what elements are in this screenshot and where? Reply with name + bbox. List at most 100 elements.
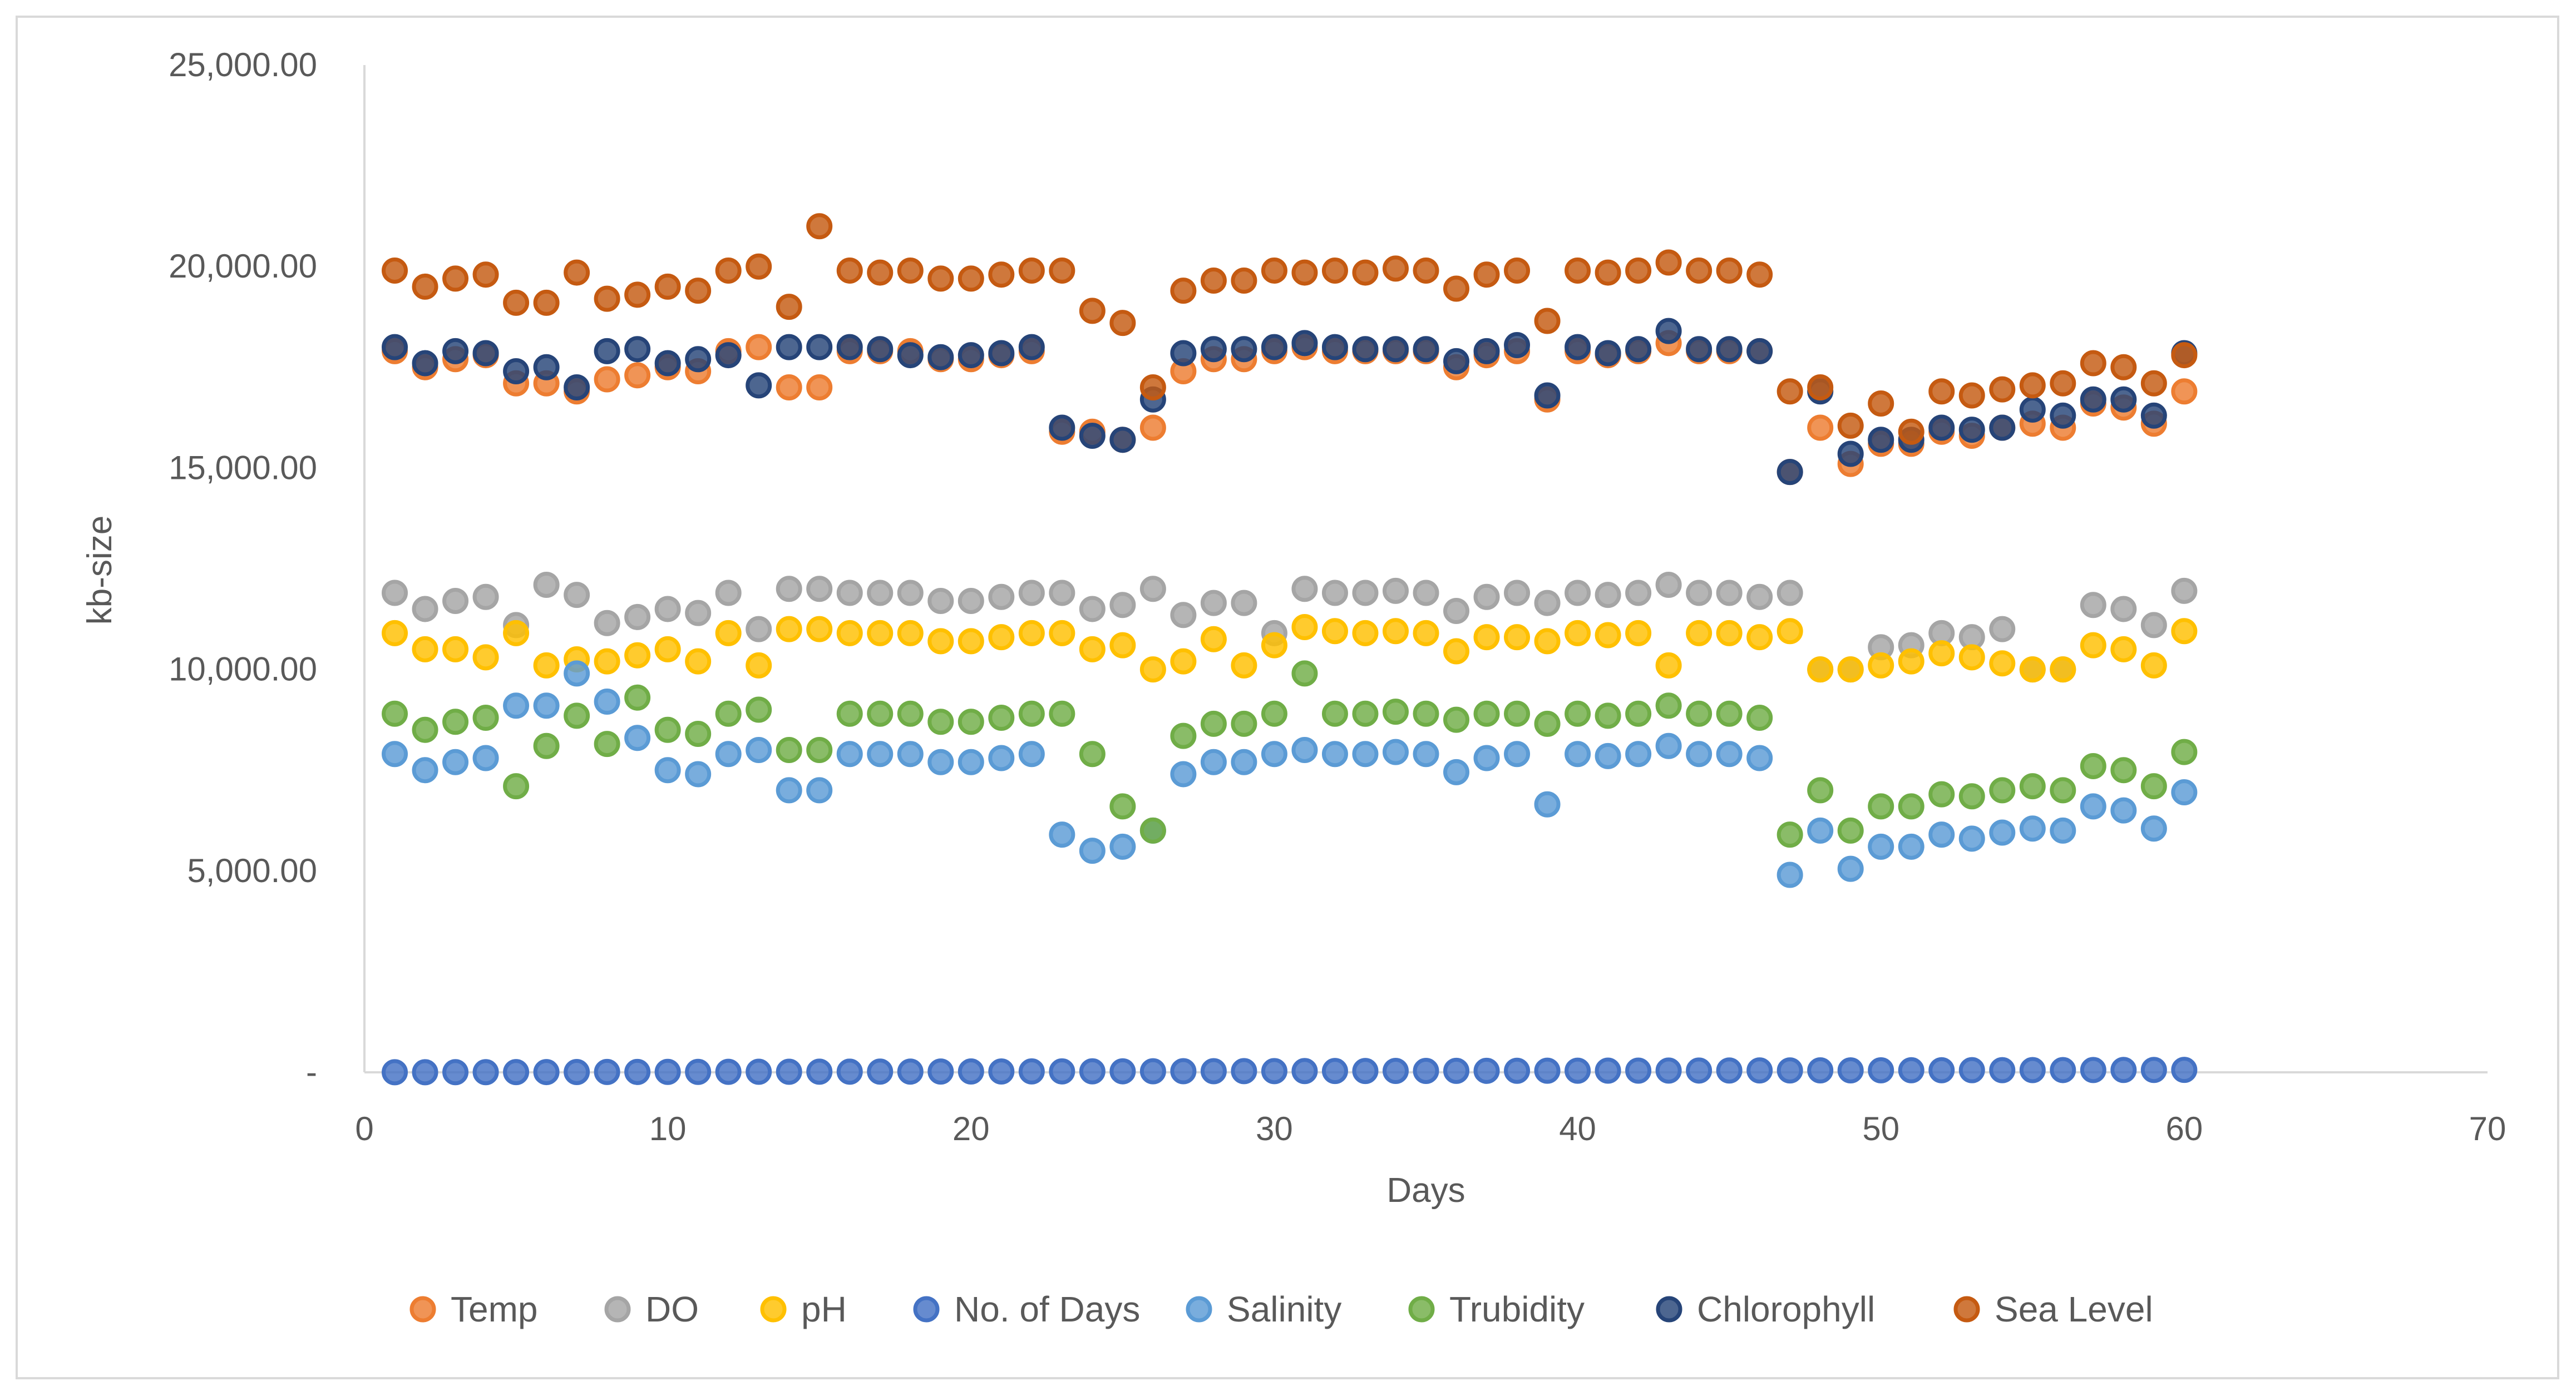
data-point [1504, 1057, 1531, 1084]
data-point [2050, 777, 2076, 804]
data-point [836, 580, 863, 606]
data-point [1655, 652, 1682, 679]
data-point [1534, 710, 1561, 737]
legend-marker [1408, 1296, 1435, 1323]
data-point [1868, 1057, 1894, 1083]
data-point [1291, 736, 1318, 763]
data-point [1565, 620, 1591, 646]
data-point [988, 745, 1015, 771]
data-point [988, 340, 1015, 367]
data-point [897, 342, 924, 369]
data-point [1595, 1057, 1621, 1084]
data-point [1776, 580, 1803, 606]
data-point [806, 576, 833, 602]
x-axis-title: Days [1386, 1171, 1465, 1210]
x-tick-label: 40 [1559, 1110, 1596, 1147]
data-point [1170, 340, 1197, 367]
data-point [382, 620, 408, 646]
data-point [1565, 700, 1591, 727]
data-point [715, 257, 742, 284]
data-point [472, 340, 499, 367]
data-point [1261, 741, 1287, 768]
data-point [1807, 374, 1834, 401]
data-point [2050, 402, 2076, 429]
data-point [503, 358, 530, 385]
data-point [1534, 590, 1561, 616]
data-point [442, 1059, 469, 1086]
data-point [564, 582, 590, 608]
data-point [2171, 1057, 2198, 1083]
data-point [836, 257, 863, 284]
data-point [1109, 632, 1136, 659]
data-point [2140, 815, 2167, 842]
data-point [715, 1058, 742, 1085]
data-point [715, 620, 742, 646]
data-point [897, 1058, 924, 1085]
data-point [897, 620, 924, 646]
data-point [1170, 761, 1197, 788]
data-point [1807, 414, 1834, 441]
data-point [1473, 624, 1500, 651]
data-point [1443, 348, 1470, 374]
data-point [412, 636, 438, 662]
data-point [1200, 749, 1227, 775]
data-point [624, 725, 651, 751]
data-point [1170, 648, 1197, 675]
x-axis-ticks: 0 10 20 30 40 50 60 70 [355, 1110, 2506, 1147]
data-point [867, 259, 894, 286]
legend-marker [1656, 1296, 1682, 1323]
data-point [624, 1058, 651, 1085]
data-point [1625, 257, 1652, 284]
data-point [1776, 862, 1803, 888]
data-point [776, 616, 802, 642]
data-point [624, 684, 651, 711]
data-point [1716, 580, 1743, 606]
data-point [1018, 620, 1045, 646]
data-point [1837, 656, 1864, 683]
data-point [1291, 330, 1318, 357]
data-point [594, 366, 620, 393]
data-point [1958, 1057, 1985, 1083]
legend-item: pH [760, 1289, 847, 1329]
data-point [1231, 590, 1257, 616]
data-point [1352, 580, 1379, 606]
data-point [2050, 656, 2076, 683]
data-point [1958, 417, 1985, 443]
data-point [927, 1058, 954, 1085]
data-point [806, 616, 833, 642]
data-point [412, 757, 438, 784]
data-point [1018, 700, 1045, 727]
data-point [1989, 616, 2016, 642]
data-point [1382, 739, 1409, 765]
data-point [1746, 583, 1773, 610]
data-point [1109, 427, 1136, 453]
data-point [806, 213, 833, 240]
data-point [836, 700, 863, 727]
data-point [654, 1058, 681, 1085]
data-point [1898, 1057, 1924, 1083]
data-point [2140, 652, 2167, 679]
data-point [927, 344, 954, 370]
data-point [1898, 418, 1924, 445]
data-point [2110, 636, 2137, 662]
data-point [1928, 414, 1955, 441]
data-point [1049, 700, 1075, 727]
data-point [1200, 626, 1227, 652]
data-point [1868, 652, 1894, 679]
data-point [1049, 821, 1075, 848]
data-point [1139, 374, 1166, 401]
data-point [533, 571, 560, 598]
data-point [1413, 700, 1439, 727]
data-point [1534, 382, 1561, 409]
data-point [776, 736, 802, 763]
data-point [2080, 753, 2106, 779]
data-point [1352, 259, 1379, 286]
data-point [2171, 378, 2198, 405]
data-point [2050, 370, 2076, 397]
data-point [1837, 1057, 1864, 1083]
data-point [1291, 614, 1318, 641]
legend: Temp DO pH No. of Days Salinity Trubidity Chlo… [409, 1289, 2153, 1329]
data-point [1504, 624, 1531, 651]
data-point [1989, 1057, 2016, 1083]
data-point [1321, 700, 1348, 727]
